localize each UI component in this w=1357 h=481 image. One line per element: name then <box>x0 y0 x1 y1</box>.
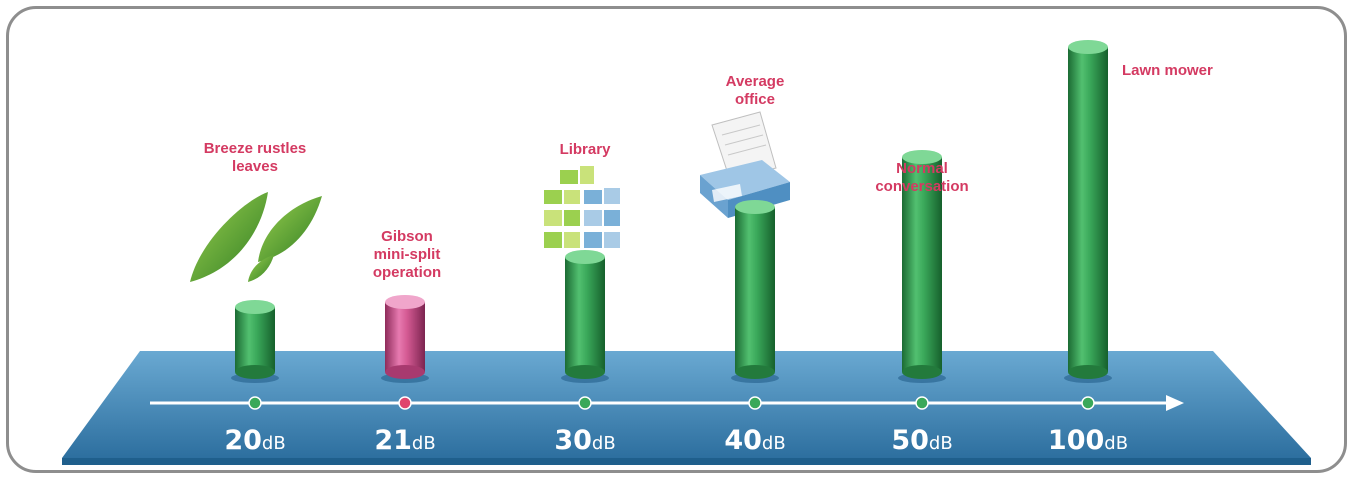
category-label: Average office <box>726 73 785 108</box>
axis-dot <box>248 396 262 410</box>
axis-dot <box>748 396 762 410</box>
tick-number: 50 <box>891 425 929 456</box>
category-label-line: mini-split <box>374 246 441 263</box>
platform-front <box>62 458 1311 465</box>
tick-number: 40 <box>724 425 762 456</box>
bar-top <box>735 200 775 214</box>
bar-body <box>235 307 275 372</box>
category-label-line: Lawn mower <box>1122 62 1213 79</box>
category-label-line: Breeze rustles <box>204 140 307 157</box>
category-label-line: Gibson <box>381 228 433 245</box>
tick-label: 30dB <box>554 425 615 456</box>
bar-100dB <box>1064 40 1112 383</box>
category-label-line: Normal <box>896 160 948 177</box>
tick-label: 20dB <box>224 425 285 456</box>
tick-label: 40dB <box>724 425 785 456</box>
tick-unit: dB <box>262 433 286 454</box>
bar-top <box>1068 40 1108 54</box>
tick-label: 50dB <box>891 425 952 456</box>
tick-label: 21dB <box>374 425 435 456</box>
bar-top <box>385 295 425 309</box>
bar-body <box>735 207 775 372</box>
bar-40dB <box>731 200 779 383</box>
category-label: Library <box>560 141 612 158</box>
leaves-icon <box>190 192 322 282</box>
tick-number: 21 <box>374 425 412 456</box>
bar-base <box>902 365 942 379</box>
bar-body <box>1068 47 1108 372</box>
bar-21dB <box>381 295 429 383</box>
category-label-line: Average <box>726 73 785 90</box>
tick-unit: dB <box>1104 433 1128 454</box>
bar-base <box>1068 365 1108 379</box>
tick-number: 20 <box>224 425 262 456</box>
printer-icon <box>700 111 790 218</box>
bar-top <box>235 300 275 314</box>
axis-arrowhead <box>1166 395 1184 411</box>
category-label: Lawn mower <box>1122 62 1213 79</box>
category-label-line: office <box>735 91 775 108</box>
category-label-line: conversation <box>875 178 968 195</box>
axis-dot <box>915 396 929 410</box>
library-building-icon <box>544 166 620 248</box>
tick-unit: dB <box>412 433 436 454</box>
tick-number: 100 <box>1048 425 1104 456</box>
bar-base <box>235 365 275 379</box>
bar-base <box>385 365 425 379</box>
tick-unit: dB <box>929 433 953 454</box>
category-label-line: operation <box>373 264 441 281</box>
axis-dot <box>1081 396 1095 410</box>
tick-unit: dB <box>592 433 616 454</box>
axis-dot <box>578 396 592 410</box>
bar-base <box>565 365 605 379</box>
category-label: Gibson mini-split operation <box>373 228 441 281</box>
bar-top <box>565 250 605 264</box>
bar-body <box>565 257 605 372</box>
bar-body <box>385 302 425 372</box>
category-label: Breeze rustles leaves <box>204 140 307 175</box>
category-label-line: Library <box>560 141 612 158</box>
tick-number: 30 <box>554 425 592 456</box>
bar-20dB <box>231 300 279 383</box>
tick-label: 100dB <box>1048 425 1128 456</box>
bar-body <box>902 157 942 372</box>
bar-50dB <box>898 150 946 383</box>
bar-30dB <box>561 250 609 383</box>
category-label-line: leaves <box>232 158 278 175</box>
category-label: Normal conversation <box>875 160 968 195</box>
bar-base <box>735 365 775 379</box>
axis-dot <box>398 396 412 410</box>
bar-top <box>902 150 942 164</box>
tick-unit: dB <box>762 433 786 454</box>
